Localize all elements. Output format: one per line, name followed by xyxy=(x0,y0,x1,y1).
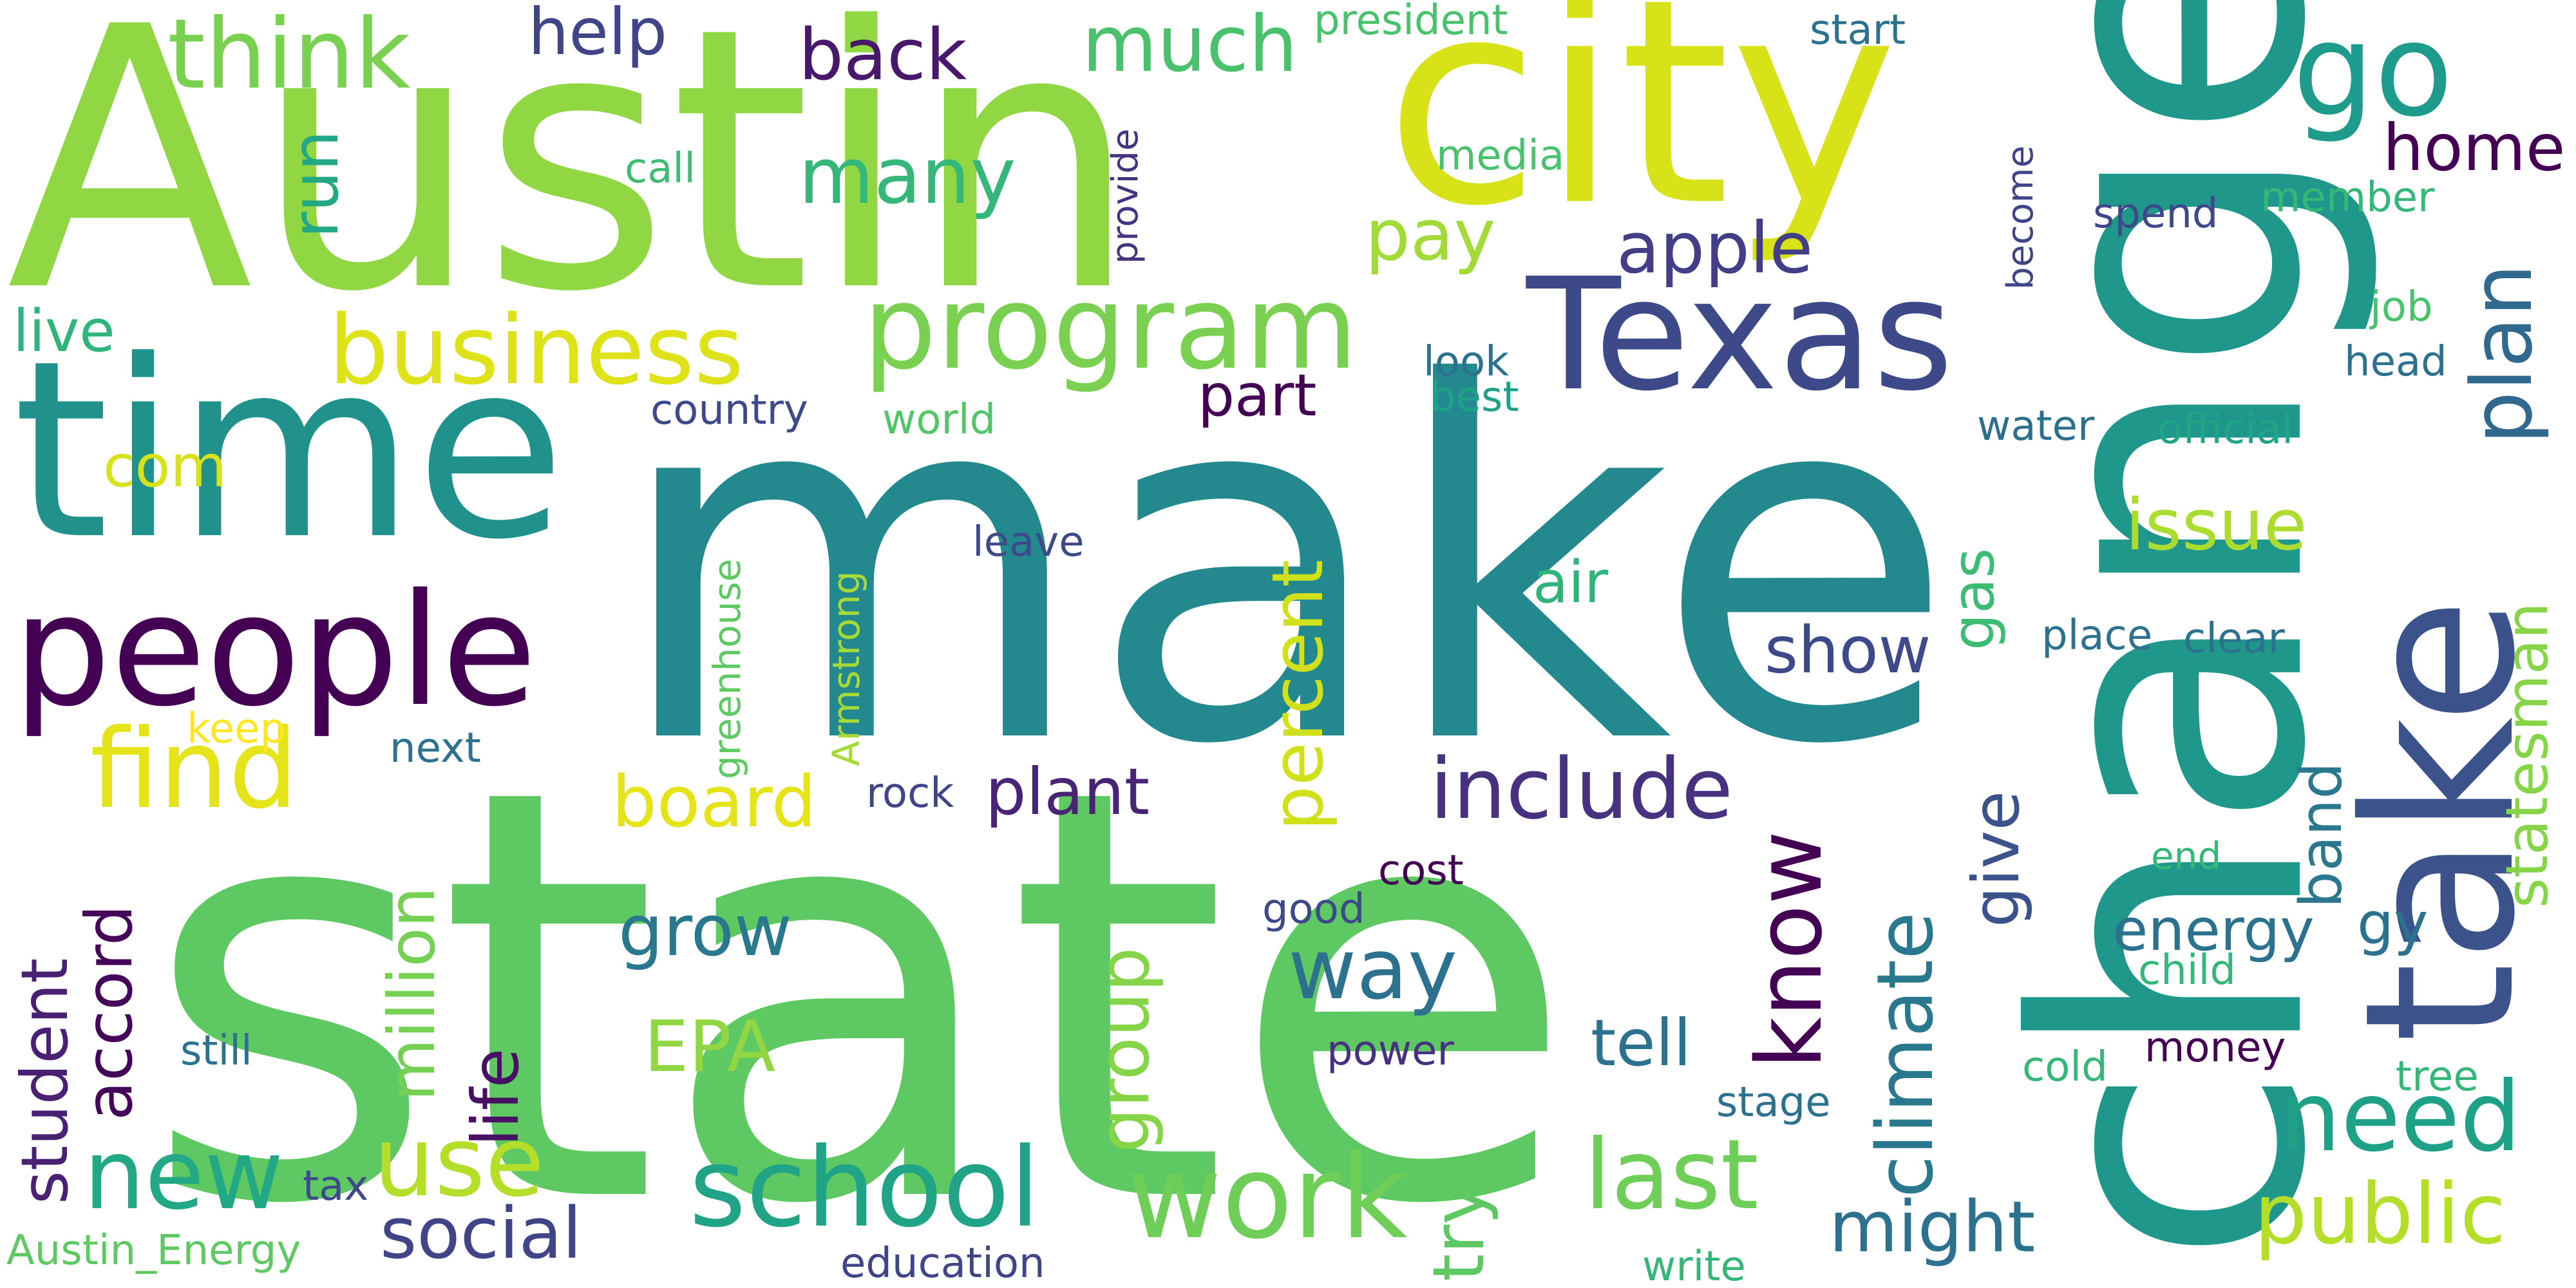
word-austin-energy: Austin_Energy xyxy=(6,1227,301,1274)
word-part: part xyxy=(1198,362,1317,430)
word-board: board xyxy=(612,761,817,843)
word-epa: EPA xyxy=(644,1005,776,1088)
word-tax: tax xyxy=(303,1162,369,1210)
word-time: time xyxy=(13,308,566,593)
word-know: know xyxy=(1738,831,1842,1069)
word-much: much xyxy=(1082,0,1298,90)
word-head: head xyxy=(2344,338,2447,386)
word-tell: tell xyxy=(1591,1005,1692,1081)
word-pay: pay xyxy=(1365,194,1496,276)
word-place: place xyxy=(2041,612,2153,659)
word-find: find xyxy=(90,706,298,833)
word-school: school xyxy=(689,1124,1041,1252)
word-need: need xyxy=(2280,1061,2521,1173)
word-city: city xyxy=(1385,0,1899,268)
word-think: think xyxy=(167,0,411,111)
word-statesman: statesman xyxy=(2494,602,2561,908)
word-state: state xyxy=(142,668,1578,1288)
word-use: use xyxy=(374,1106,545,1218)
word-group: group xyxy=(1083,947,1165,1153)
word-write: write xyxy=(1642,1243,1746,1288)
word-work: work xyxy=(1127,1130,1408,1265)
word-gas: gas xyxy=(1940,547,2007,650)
word-social: social xyxy=(380,1192,582,1274)
word-make: make xyxy=(612,282,1956,851)
word-start: start xyxy=(1810,6,1906,54)
word-gy: gy xyxy=(2357,890,2429,958)
word-go: go xyxy=(2293,0,2454,146)
word-program: program xyxy=(863,261,1358,395)
word-country: country xyxy=(650,386,808,434)
word-many: many xyxy=(799,132,1016,222)
word-home: home xyxy=(2383,110,2566,185)
word-new: new xyxy=(84,1119,284,1231)
word-back: back xyxy=(799,14,967,96)
word-live: live xyxy=(13,298,115,365)
word-air: air xyxy=(1533,549,1609,616)
word-texas: Texas xyxy=(1526,245,1954,425)
word-million: million xyxy=(374,886,450,1101)
word-still: still xyxy=(180,1027,252,1075)
word-rock: rock xyxy=(866,770,954,817)
word-armstrong: Armstrong xyxy=(824,571,868,766)
word-cost: cost xyxy=(1378,847,1464,895)
word-child: child xyxy=(2138,947,2236,994)
word-plant: plant xyxy=(985,754,1150,829)
word-spend: spend xyxy=(2093,190,2219,238)
word-end: end xyxy=(2151,834,2222,878)
word-help: help xyxy=(528,0,668,70)
word-media: media xyxy=(1436,132,1565,180)
word-good: good xyxy=(1262,886,1365,933)
word-provide: provide xyxy=(1104,128,1146,264)
word-president: president xyxy=(1314,0,1508,44)
word-might: might xyxy=(1829,1186,2036,1268)
word-austin: Austin xyxy=(6,0,1140,371)
word-tree: tree xyxy=(2396,1053,2479,1101)
word-greenhouse: greenhouse xyxy=(705,558,749,779)
word-leave: leave xyxy=(972,518,1084,566)
word-energy: energy xyxy=(2112,896,2315,964)
word-look: look xyxy=(1423,338,1510,386)
word-run: run xyxy=(278,130,353,238)
word-member: member xyxy=(2260,174,2435,222)
word-clear: clear xyxy=(2183,615,2285,663)
word-accord: accord xyxy=(71,904,147,1121)
word-percent: percent xyxy=(1256,559,1339,831)
word-next: next xyxy=(390,724,481,772)
word-issue: issue xyxy=(2125,484,2307,566)
word-stage: stage xyxy=(1716,1079,1831,1126)
word-com: com xyxy=(103,433,227,500)
word-grow: grow xyxy=(618,889,792,972)
word-power: power xyxy=(1327,1027,1454,1075)
word-show: show xyxy=(1765,612,1931,688)
word-band: band xyxy=(2287,762,2355,908)
word-climate: climate xyxy=(1861,912,1951,1198)
word-call: call xyxy=(625,145,696,193)
word-student: student xyxy=(7,958,82,1204)
word-money: money xyxy=(2145,1024,2286,1072)
word-become: become xyxy=(2000,145,2041,290)
word-way: way xyxy=(1288,920,1457,1018)
word-include: include xyxy=(1430,740,1733,838)
word-life: life xyxy=(458,1048,533,1146)
word-apple: apple xyxy=(1616,207,1814,289)
word-try: try xyxy=(1417,1182,1500,1282)
word-cold: cold xyxy=(2022,1043,2108,1091)
word-people: people xyxy=(13,560,537,741)
word-water: water xyxy=(1977,402,2095,450)
word-official: official xyxy=(2157,406,2293,453)
word-give: give xyxy=(1958,791,2034,927)
word-last: last xyxy=(1584,1119,1759,1231)
word-education: education xyxy=(840,1240,1045,1287)
word-best: best xyxy=(1430,374,1519,421)
word-plan: plan xyxy=(2453,263,2551,444)
word-business: business xyxy=(328,295,744,406)
word-job: job xyxy=(2370,283,2433,331)
word-keep: keep xyxy=(187,705,287,753)
word-public: public xyxy=(2254,1165,2506,1263)
word-world: world xyxy=(882,396,996,444)
